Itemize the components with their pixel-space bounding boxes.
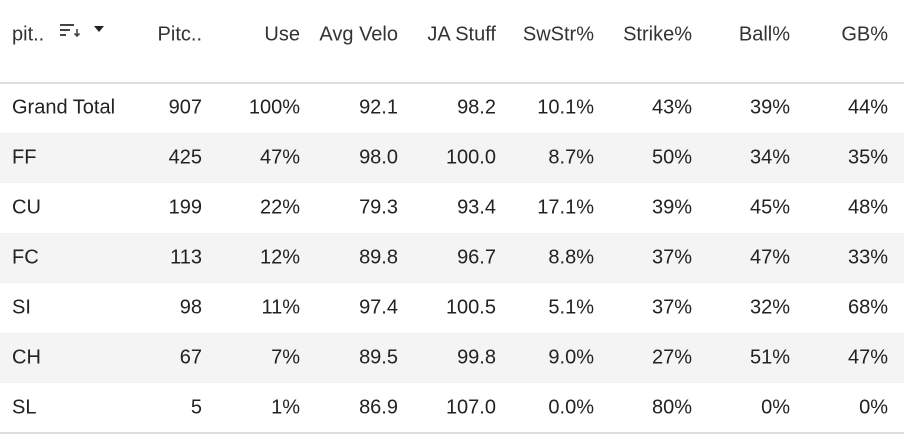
row-label: CH bbox=[12, 346, 41, 368]
row-label: FF bbox=[12, 146, 36, 168]
cell: 7% bbox=[271, 346, 300, 368]
row-label: Grand Total bbox=[12, 96, 115, 118]
column-header[interactable]: Avg Velo bbox=[319, 23, 398, 45]
sort-icon-bar bbox=[60, 29, 70, 31]
row-band bbox=[0, 133, 904, 183]
cell: 34% bbox=[750, 146, 790, 168]
cell: 35% bbox=[848, 146, 888, 168]
cell: 47% bbox=[750, 246, 790, 268]
cell: 51% bbox=[750, 346, 790, 368]
cell: 0% bbox=[761, 396, 790, 418]
cell: 47% bbox=[848, 346, 888, 368]
cell: 99.8 bbox=[457, 346, 496, 368]
cell: 100.5 bbox=[446, 296, 496, 318]
cell: 0% bbox=[859, 396, 888, 418]
cell: 37% bbox=[652, 296, 692, 318]
sort-icon-arrow bbox=[73, 29, 81, 38]
cell: 0.0% bbox=[548, 396, 594, 418]
row-label: FC bbox=[12, 246, 39, 268]
cell: 68% bbox=[848, 296, 888, 318]
cell: 27% bbox=[652, 346, 692, 368]
column-header[interactable]: Ball% bbox=[739, 23, 790, 45]
cell: 45% bbox=[750, 196, 790, 218]
cell: 98.2 bbox=[457, 96, 496, 118]
cell: 100% bbox=[249, 96, 300, 118]
cell: 79.3 bbox=[359, 196, 398, 218]
sort-icon-bar bbox=[60, 34, 66, 36]
cell: 89.8 bbox=[359, 246, 398, 268]
cell: 10.1% bbox=[537, 96, 594, 118]
cell: 44% bbox=[848, 96, 888, 118]
cell: 907 bbox=[169, 96, 202, 118]
row-label: SI bbox=[12, 296, 31, 318]
cell: 98 bbox=[180, 296, 202, 318]
cell: 17.1% bbox=[537, 196, 594, 218]
cell: 425 bbox=[169, 146, 202, 168]
table-header: pit.. Pitc.. Use Avg Velo JA Stuff SwStr% Stri… bbox=[12, 23, 888, 45]
column-header[interactable]: SwStr% bbox=[523, 23, 594, 45]
cell: 5 bbox=[191, 396, 202, 418]
cell: 43% bbox=[652, 96, 692, 118]
cell: 32% bbox=[750, 296, 790, 318]
sort-icon[interactable] bbox=[60, 24, 104, 38]
dropdown-caret bbox=[94, 26, 104, 32]
cell: 37% bbox=[652, 246, 692, 268]
column-header[interactable]: Strike% bbox=[623, 23, 692, 45]
cell: 93.4 bbox=[457, 196, 496, 218]
sort-icon-bar bbox=[60, 24, 74, 26]
cell: 96.7 bbox=[457, 246, 496, 268]
cell: 89.5 bbox=[359, 346, 398, 368]
cell: 48% bbox=[848, 196, 888, 218]
cell: 12% bbox=[260, 246, 300, 268]
column-header[interactable]: Use bbox=[264, 23, 300, 45]
cell: 107.0 bbox=[446, 396, 496, 418]
cell: 39% bbox=[750, 96, 790, 118]
column-header[interactable]: Pitc.. bbox=[158, 23, 202, 45]
cell: 22% bbox=[260, 196, 300, 218]
cell: 39% bbox=[652, 196, 692, 218]
row-label: SL bbox=[12, 396, 36, 418]
column-header[interactable]: pit.. bbox=[12, 23, 44, 45]
cell: 199 bbox=[169, 196, 202, 218]
cell: 98.0 bbox=[359, 146, 398, 168]
cell: 8.8% bbox=[548, 246, 594, 268]
cell: 47% bbox=[260, 146, 300, 168]
cell: 33% bbox=[848, 246, 888, 268]
row-label: CU bbox=[12, 196, 41, 218]
cell: 11% bbox=[261, 296, 300, 318]
cell: 5.1% bbox=[548, 296, 594, 318]
cell: 100.0 bbox=[446, 146, 496, 168]
cell: 113 bbox=[170, 246, 202, 268]
cell: 97.4 bbox=[359, 296, 398, 318]
cell: 50% bbox=[652, 146, 692, 168]
column-header[interactable]: GB% bbox=[841, 23, 888, 45]
table-body: Grand Total 907 100% 92.1 98.2 10.1% 43% 39% 44%… bbox=[0, 96, 904, 418]
cell: 92.1 bbox=[359, 96, 398, 118]
cell: 86.9 bbox=[359, 396, 398, 418]
cell: 67 bbox=[180, 346, 202, 368]
cell: 8.7% bbox=[548, 146, 594, 168]
cell: 1% bbox=[271, 396, 300, 418]
cell: 9.0% bbox=[548, 346, 594, 368]
row-band bbox=[0, 233, 904, 283]
row-band bbox=[0, 333, 904, 383]
cell: 80% bbox=[652, 396, 692, 418]
column-header[interactable]: JA Stuff bbox=[427, 23, 496, 45]
